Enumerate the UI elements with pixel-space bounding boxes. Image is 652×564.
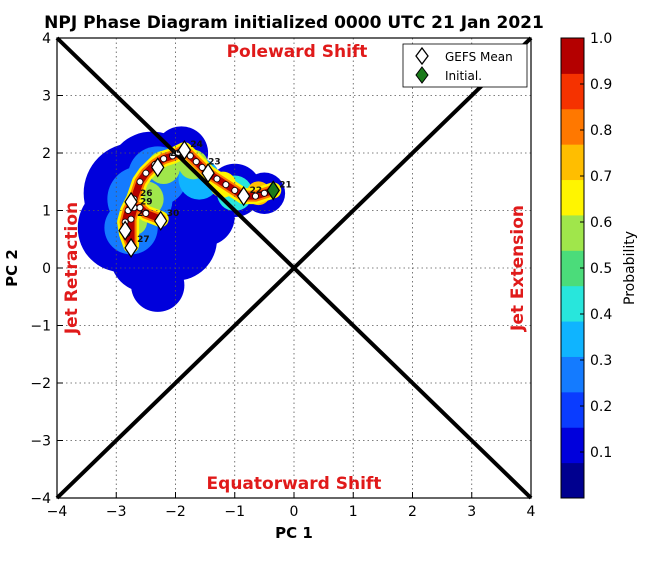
y-axis-ticks: −4 −3 −2 −1 0 1 2 3 4 — [30, 31, 63, 507]
y-tick-label: 1 — [42, 204, 51, 220]
legend-gefs-mean-marker — [415, 46, 429, 66]
colorbar-segment — [561, 108, 584, 145]
gefs-mean-point — [136, 178, 144, 186]
day-label: 24 — [190, 140, 203, 150]
colorbar-tick-label: 0.2 — [590, 399, 612, 415]
day-label: 22 — [250, 186, 263, 196]
x-tick-label: −2 — [165, 504, 186, 520]
colorbar-tick-label: 0.7 — [590, 169, 612, 185]
gefs-mean-point — [260, 189, 268, 197]
probability-blob — [131, 258, 185, 312]
y-tick-label: −1 — [30, 319, 51, 335]
region-label-poleward: Poleward Shift — [227, 42, 368, 62]
gefs-mean-point — [136, 204, 144, 212]
gefs-mean-point — [231, 186, 239, 194]
x-tick-label: 2 — [408, 504, 417, 520]
probability-field — [77, 126, 286, 312]
colorbar-tick-label: 0.9 — [590, 77, 612, 93]
colorbar: 0.1 0.2 0.3 0.4 0.5 0.6 0.7 0.8 0.9 1.0 — [560, 31, 612, 499]
colorbar-segment — [561, 427, 584, 464]
region-label-retraction: Jet Retraction — [62, 202, 82, 335]
gefs-mean-marker — [236, 186, 251, 207]
gefs-mean-point — [192, 158, 200, 166]
colorbar-tick-label: 0.8 — [590, 123, 612, 139]
day-label: 25 — [170, 149, 183, 159]
gefs-mean-trajectory: 21222324252627282930 — [118, 140, 292, 258]
gefs-mean-point — [160, 155, 168, 163]
gefs-mean-point — [127, 215, 135, 223]
gefs-mean-marker — [201, 163, 215, 184]
day-label: 23 — [208, 157, 221, 167]
y-tick-label: −2 — [30, 376, 51, 392]
x-tick-label: 3 — [467, 504, 476, 520]
initial-marker — [266, 180, 280, 201]
y-tick-label: 2 — [42, 146, 51, 162]
colorbar-segment — [561, 462, 584, 499]
gefs-mean-marker — [177, 140, 192, 161]
colorbar-segment — [561, 356, 584, 393]
colorbar-segment — [561, 214, 584, 251]
gefs-mean-point — [222, 181, 230, 189]
x-tick-label: 4 — [527, 504, 536, 520]
chart-title: NPJ Phase Diagram initialized 0000 UTC 2… — [44, 13, 544, 33]
y-tick-label: −3 — [30, 434, 51, 450]
x-axis-ticks: −4 −3 −2 −1 0 1 2 3 4 — [47, 492, 536, 520]
day-label: 29 — [140, 198, 153, 208]
gefs-mean-point — [169, 152, 176, 160]
gefs-mean-point — [142, 169, 150, 177]
colorbar-label: Probability — [622, 231, 638, 305]
day-label: 30 — [167, 209, 180, 219]
x-tick-label: −3 — [106, 504, 127, 520]
colorbar-tick-label: 0.3 — [590, 353, 612, 369]
legend: GEFS Mean Initial. — [402, 43, 528, 88]
gefs-mean-marker — [124, 237, 138, 258]
gefs-mean-point — [252, 192, 259, 200]
y-tick-label: 3 — [42, 89, 51, 105]
colorbar-segment — [561, 391, 584, 428]
colorbar-tick-label: 1.0 — [590, 31, 612, 47]
day-label: 21 — [279, 180, 292, 190]
y-tick-label: −4 — [30, 491, 51, 507]
colorbar-segment — [561, 321, 584, 357]
gefs-mean-point — [142, 209, 150, 217]
colorbar-tick-label: 0.1 — [590, 445, 612, 461]
gefs-mean-point — [198, 163, 206, 171]
region-label-equatorward: Equatorward Shift — [207, 474, 382, 494]
grid — [57, 38, 531, 498]
colorbar-segment — [561, 285, 584, 322]
gefs-mean-marker — [124, 191, 138, 212]
x-tick-label: −1 — [224, 504, 245, 520]
gefs-mean-marker — [153, 210, 168, 231]
gefs-mean-point — [186, 152, 194, 160]
colorbar-segment — [561, 73, 584, 110]
y-tick-label: 4 — [42, 31, 51, 47]
legend-initial-label: Initial. — [445, 69, 482, 83]
colorbar-tick-label: 0.4 — [590, 307, 612, 323]
colorbar-segment — [561, 144, 584, 181]
colorbar-tick-label: 0.6 — [590, 215, 612, 231]
diagonal-line-ascending — [55, 36, 533, 500]
region-label-extension: Jet Extension — [508, 205, 528, 332]
probability-ribbon — [121, 146, 277, 249]
colorbar-tick-label: 0.5 — [590, 261, 612, 277]
y-axis-label: PC 2 — [3, 249, 21, 287]
day-label: 27 — [137, 235, 150, 245]
x-axis-label: PC 1 — [275, 524, 313, 542]
legend-gefs-mean-label: GEFS Mean — [445, 50, 513, 64]
quadrant-diagonals — [55, 36, 533, 500]
x-tick-label: −4 — [47, 504, 68, 520]
gefs-mean-marker — [151, 157, 165, 178]
legend-initial-marker — [415, 66, 429, 84]
gefs-mean-marker — [118, 220, 132, 241]
x-tick-label: 0 — [290, 504, 299, 520]
colorbar-segment — [561, 250, 584, 287]
colorbar-segment — [561, 38, 584, 74]
day-label: 26 — [140, 189, 153, 199]
gefs-mean-point — [213, 175, 221, 183]
x-tick-label: 1 — [349, 504, 358, 520]
colorbar-segment — [561, 179, 584, 216]
y-tick-label: 0 — [42, 261, 51, 277]
